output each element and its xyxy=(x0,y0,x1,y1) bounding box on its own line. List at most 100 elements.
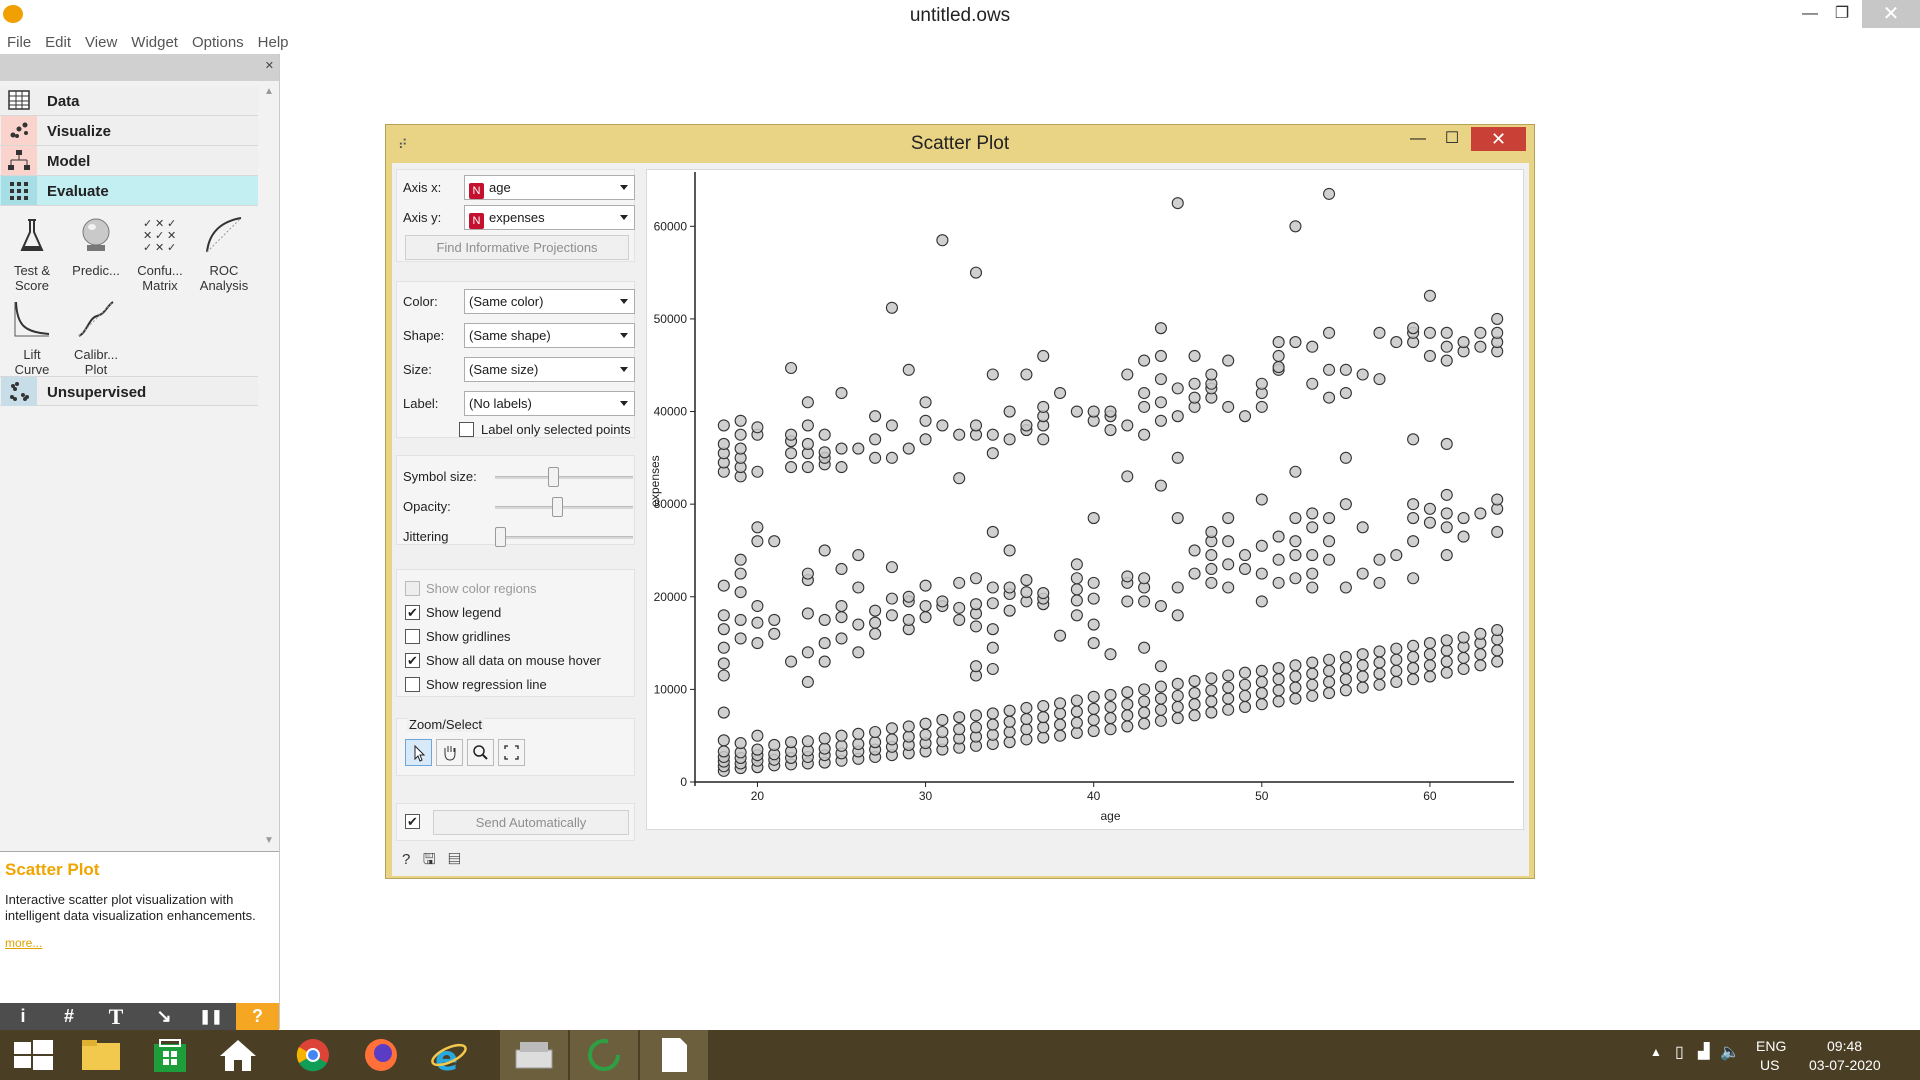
scatter-minimize-button[interactable]: — xyxy=(1410,130,1426,147)
data-point[interactable] xyxy=(818,732,831,745)
data-point[interactable] xyxy=(1003,725,1016,739)
data-point[interactable] xyxy=(1222,581,1235,594)
scatter-chart[interactable]: 20 30 40 50 60 0 10000 20000 30000 40000 50000 6000… xyxy=(647,170,1523,829)
color-combo[interactable]: (Same color) xyxy=(464,289,635,314)
select-tool-button[interactable] xyxy=(405,739,432,766)
data-point[interactable] xyxy=(919,396,932,409)
data-point[interactable] xyxy=(1373,667,1386,680)
data-point[interactable] xyxy=(1171,197,1184,210)
data-point[interactable] xyxy=(1407,511,1420,525)
data-point[interactable] xyxy=(936,419,949,432)
data-point[interactable] xyxy=(1205,576,1218,589)
data-point[interactable] xyxy=(717,437,730,451)
data-point[interactable] xyxy=(1020,368,1033,381)
scroll-up-icon[interactable]: ▲ xyxy=(264,86,274,97)
data-point[interactable] xyxy=(1255,493,1268,506)
data-point[interactable] xyxy=(1306,549,1319,562)
data-point[interactable] xyxy=(1104,712,1117,725)
data-point[interactable] xyxy=(969,266,983,279)
data-point[interactable] xyxy=(1440,507,1453,520)
data-point[interactable] xyxy=(869,616,882,629)
data-point[interactable] xyxy=(902,730,915,743)
data-point[interactable] xyxy=(953,472,966,485)
data-point[interactable] xyxy=(1289,659,1302,672)
data-point[interactable] xyxy=(1323,391,1336,404)
data-point[interactable] xyxy=(1171,700,1184,714)
data-point[interactable] xyxy=(1238,689,1252,702)
data-point[interactable] xyxy=(818,637,831,650)
volume-icon[interactable]: 🔈 xyxy=(1720,1044,1740,1061)
data-point[interactable] xyxy=(734,553,747,566)
data-point[interactable] xyxy=(1188,567,1201,580)
data-point[interactable] xyxy=(852,442,865,455)
data-point[interactable] xyxy=(1423,670,1436,683)
data-point[interactable] xyxy=(1171,609,1184,622)
data-point[interactable] xyxy=(1222,692,1235,705)
data-point[interactable] xyxy=(1440,655,1453,668)
size-combo[interactable]: (Same size) xyxy=(464,357,635,382)
data-point[interactable] xyxy=(1205,525,1218,538)
data-point[interactable] xyxy=(1323,511,1336,525)
data-point[interactable] xyxy=(1054,697,1067,710)
data-point[interactable] xyxy=(1003,405,1016,418)
data-point[interactable] xyxy=(1373,576,1386,589)
data-point[interactable] xyxy=(1054,718,1067,731)
symbol-size-slider[interactable] xyxy=(548,467,560,487)
data-point[interactable] xyxy=(1171,511,1184,525)
data-point[interactable] xyxy=(919,717,932,730)
data-point[interactable] xyxy=(1054,386,1067,400)
data-point[interactable] xyxy=(1373,553,1386,566)
data-point[interactable] xyxy=(1087,618,1100,631)
send-automatically-button[interactable]: Send Automatically xyxy=(433,810,629,835)
data-point[interactable] xyxy=(1339,684,1352,697)
data-point[interactable] xyxy=(1474,326,1487,339)
data-point[interactable] xyxy=(1407,650,1420,664)
data-point[interactable] xyxy=(1390,653,1403,666)
data-point[interactable] xyxy=(1339,650,1352,664)
data-point[interactable] xyxy=(986,368,999,381)
data-point[interactable] xyxy=(1474,648,1487,661)
data-point[interactable] xyxy=(785,461,798,474)
menu-widget[interactable]: Widget xyxy=(131,34,178,51)
data-point[interactable] xyxy=(1323,664,1336,677)
data-point[interactable] xyxy=(1272,684,1285,697)
data-point[interactable] xyxy=(818,544,831,557)
data-point[interactable] xyxy=(852,646,865,659)
data-point[interactable] xyxy=(986,718,999,731)
data-point[interactable] xyxy=(902,590,915,603)
data-point[interactable] xyxy=(1003,604,1016,617)
data-point[interactable] xyxy=(1272,695,1285,708)
data-point[interactable] xyxy=(1390,336,1403,349)
data-point[interactable] xyxy=(969,660,983,673)
data-point[interactable] xyxy=(869,627,882,640)
data-point[interactable] xyxy=(1121,570,1134,583)
data-point[interactable] xyxy=(953,576,966,589)
data-point[interactable] xyxy=(801,419,814,432)
data-point[interactable] xyxy=(1306,678,1319,691)
data-point[interactable] xyxy=(785,428,798,441)
data-point[interactable] xyxy=(1087,592,1100,605)
data-point[interactable] xyxy=(734,567,747,580)
data-point[interactable] xyxy=(986,662,999,676)
toolbox-scrollbar[interactable]: ▲ ▼ xyxy=(262,86,276,846)
data-point[interactable] xyxy=(1289,692,1302,705)
data-point[interactable] xyxy=(1457,511,1470,525)
data-point[interactable] xyxy=(1238,549,1252,562)
orange-icon[interactable] xyxy=(570,1030,638,1080)
data-point[interactable] xyxy=(1188,391,1201,404)
data-point[interactable] xyxy=(1306,507,1319,520)
data-point[interactable] xyxy=(1070,405,1083,418)
data-point[interactable] xyxy=(1121,419,1134,432)
data-point[interactable] xyxy=(1154,660,1167,673)
data-point[interactable] xyxy=(1138,354,1151,367)
data-point[interactable] xyxy=(1474,340,1487,353)
data-point[interactable] xyxy=(1070,583,1083,596)
data-point[interactable] xyxy=(717,745,730,758)
data-point[interactable] xyxy=(1138,641,1151,654)
data-point[interactable] xyxy=(1205,549,1218,562)
send-auto-checkbox[interactable]: ✔ xyxy=(405,814,420,829)
data-point[interactable] xyxy=(852,737,865,751)
data-point[interactable] xyxy=(1154,680,1167,693)
widget-confusion-matrix[interactable]: ✓ ✕ ✓ ✕ ✓ ✕ ✓ ✕ ✓ Confu... Matrix xyxy=(128,214,192,293)
data-point[interactable] xyxy=(902,613,915,626)
